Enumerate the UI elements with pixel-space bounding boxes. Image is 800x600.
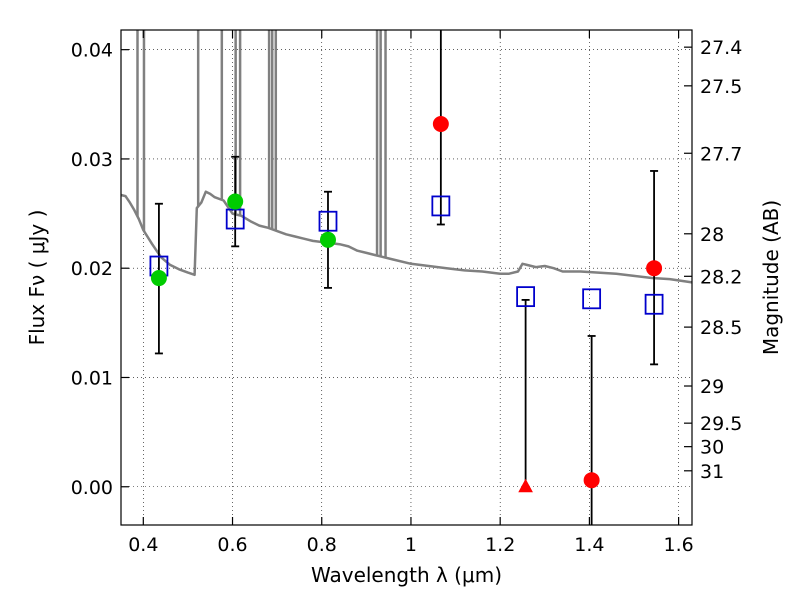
spectrum-line [120,190,693,284]
right-tick-label: 29.5 [700,413,742,435]
filled-circle-marker [319,231,336,248]
y-tick-label: 0.03 [71,149,113,171]
open-square-marker [644,293,664,315]
y-tick-label: 0.04 [71,40,113,62]
x-tick-label: 0.6 [217,534,247,556]
right-tick-label: 28 [700,224,724,246]
x-tick-label: 0.8 [307,534,337,556]
filled-circle-marker [583,472,600,489]
right-tick-label: 29 [700,376,724,398]
filled-circle-marker [432,115,449,132]
right-tick-label: 27.7 [700,143,742,165]
filled-circle-marker [150,270,167,287]
x-tick-label: 1 [405,534,417,556]
model-spectrum [120,30,693,284]
triangle-marker [518,478,533,493]
y-tick-label: 0.02 [71,258,113,280]
x-tick-label: 0.4 [128,534,158,556]
right-tick-label: 27.5 [700,76,742,98]
x-tick-label: 1.6 [664,534,694,556]
y-axis-label: Flux Fν ( μJy ) [25,210,49,346]
right-tick-label: 31 [700,461,724,483]
open-square-marker [431,195,451,217]
data-markers [149,115,664,493]
right-tick-label: 28.5 [700,317,742,339]
right-tick-label: 28.2 [700,266,742,288]
x-tick-label: 1.4 [574,534,604,556]
x-tick-label: 1.2 [485,534,515,556]
y-tick-label: 0.00 [71,477,113,499]
x-axis-label: Wavelength λ (μm) [311,563,502,587]
right-axis-label: Magnitude (AB) [759,200,783,355]
right-tick-label: 27.4 [700,37,742,59]
plot-frame [120,29,693,526]
open-square-marker [582,288,602,310]
open-square-marker [318,210,338,232]
filled-circle-marker [646,260,663,277]
error-bars [154,30,659,525]
open-square-marker [516,286,536,308]
axis-ticks: 0.4 0.6 0.8 1 1.2 1.4 1.6 0.00 0.01 0.02 0.03 0.04 2… [71,30,742,556]
grid-lines [121,30,692,525]
filled-circle-marker [227,193,244,210]
y-tick-label: 0.01 [71,367,113,389]
right-tick-label: 30 [700,437,724,459]
